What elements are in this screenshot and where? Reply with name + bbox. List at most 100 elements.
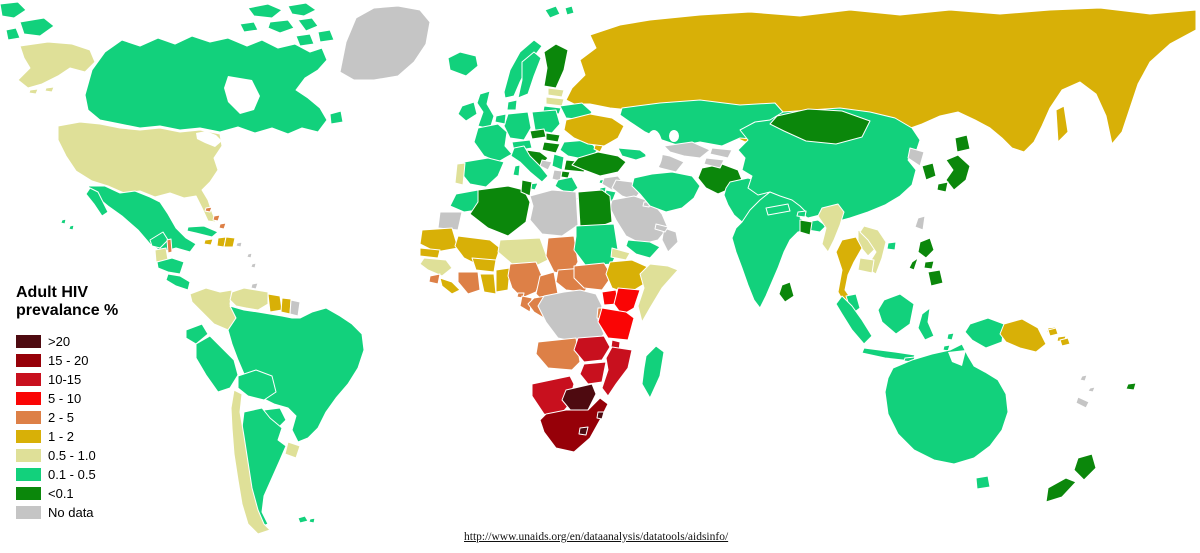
country-senegal bbox=[419, 247, 441, 259]
legend-label: >20 bbox=[48, 334, 71, 349]
country-bahamas bbox=[218, 222, 227, 230]
country-madagascar bbox=[641, 345, 665, 399]
country-philippines bbox=[927, 269, 944, 287]
country-bahamas bbox=[212, 214, 221, 222]
source-link[interactable]: http://www.unaids.org/en/dataanalysis/da… bbox=[464, 531, 729, 543]
legend-label: 2 - 5 bbox=[48, 410, 75, 425]
legend-label: 0.5 - 1.0 bbox=[48, 448, 96, 463]
country-bangladesh bbox=[799, 219, 813, 236]
country-angola bbox=[535, 337, 581, 371]
country-arctic-islands bbox=[267, 19, 295, 34]
country-honduras-nicaragua bbox=[156, 257, 185, 275]
legend-label: 5 - 10 bbox=[48, 391, 82, 406]
country-arctic-islands bbox=[297, 17, 319, 32]
country-mexico bbox=[85, 187, 109, 217]
country-canada bbox=[84, 35, 328, 135]
legend-title-line2: prevalance % bbox=[16, 302, 119, 319]
country-ethiopia bbox=[605, 259, 651, 295]
country-uk bbox=[476, 90, 495, 130]
country-arctic-islands bbox=[247, 3, 283, 19]
country-australia bbox=[884, 343, 1009, 465]
country-arctic-islands bbox=[287, 2, 317, 17]
country-aleutians bbox=[44, 86, 55, 93]
country-bering-islands bbox=[5, 27, 21, 41]
country-sri-lanka bbox=[778, 281, 795, 303]
country-new-caledonia bbox=[1075, 396, 1090, 409]
country-peru bbox=[195, 335, 239, 393]
country-arctic-islands bbox=[317, 29, 335, 43]
legend-row: 5 - 10 bbox=[16, 389, 118, 408]
country-bolivia bbox=[237, 369, 277, 401]
legend-row: 1 - 2 bbox=[16, 427, 118, 446]
country-south-korea bbox=[921, 162, 937, 181]
country-uae bbox=[654, 223, 669, 233]
country-japan bbox=[936, 181, 949, 193]
country-iran bbox=[631, 171, 701, 213]
country-bering-islands bbox=[0, 1, 27, 19]
country-philippines bbox=[917, 237, 935, 259]
country-guinea bbox=[419, 257, 453, 277]
legend-row: 15 - 20 bbox=[16, 351, 118, 370]
legend-swatch bbox=[16, 449, 41, 462]
country-latvia bbox=[545, 96, 565, 107]
country-aleutians bbox=[28, 88, 39, 95]
country-nepal bbox=[765, 203, 791, 216]
legend-swatch bbox=[16, 506, 41, 519]
country-japan bbox=[945, 154, 971, 191]
legend-label: 1 - 2 bbox=[48, 429, 75, 444]
country-jamaica bbox=[203, 238, 214, 246]
country-spain bbox=[461, 157, 505, 188]
country-swaziland bbox=[596, 411, 605, 420]
country-chile bbox=[230, 389, 271, 535]
country-turkey bbox=[571, 151, 627, 177]
legend-swatch bbox=[16, 392, 41, 405]
legend-row: 0.1 - 0.5 bbox=[16, 465, 118, 484]
country-czech bbox=[529, 128, 547, 140]
country-liberia bbox=[439, 277, 461, 295]
country-png bbox=[999, 318, 1047, 353]
country-uruguay bbox=[284, 441, 301, 459]
country-usa bbox=[57, 121, 223, 223]
country-indonesia bbox=[946, 332, 955, 341]
country-south-sudan bbox=[573, 262, 613, 291]
aral-sea bbox=[669, 130, 679, 142]
country-zimbabwe bbox=[579, 361, 607, 385]
country-zambia bbox=[573, 335, 611, 363]
country-italy bbox=[510, 145, 549, 183]
country-drc bbox=[537, 289, 605, 347]
legend-row: >20 bbox=[16, 332, 118, 351]
country-yemen bbox=[625, 239, 661, 259]
country-kyrgyzstan bbox=[709, 147, 733, 159]
country-myanmar bbox=[817, 203, 845, 253]
legend-swatch bbox=[16, 468, 41, 481]
country-sweden bbox=[517, 51, 542, 99]
country-poland bbox=[531, 109, 561, 134]
country-hawaii bbox=[60, 218, 67, 225]
legend-swatch bbox=[16, 411, 41, 424]
legend-swatch bbox=[16, 354, 41, 367]
country-hawaii bbox=[68, 224, 75, 231]
country-western-sahara bbox=[437, 211, 463, 231]
country-russia bbox=[1055, 105, 1069, 143]
country-vanuatu bbox=[1087, 386, 1096, 393]
country-ghana bbox=[479, 273, 497, 295]
legend-label: 15 - 20 bbox=[48, 353, 89, 368]
country-suriname bbox=[280, 297, 292, 315]
country-algeria bbox=[469, 185, 531, 237]
country-tanzania bbox=[597, 307, 635, 341]
country-south-africa bbox=[539, 397, 609, 453]
country-belize bbox=[166, 238, 173, 254]
legend-row: No data bbox=[16, 503, 118, 522]
country-puerto-rico bbox=[235, 241, 243, 248]
country-cote-divoire bbox=[457, 271, 481, 295]
legend-swatch bbox=[16, 335, 41, 348]
legend-label: <0.1 bbox=[48, 486, 74, 501]
country-venezuela bbox=[229, 287, 269, 311]
country-greenland bbox=[339, 5, 431, 81]
country-arctic-islands bbox=[295, 33, 315, 47]
country-germany bbox=[503, 111, 532, 141]
country-macedonia bbox=[560, 170, 571, 179]
country-finland bbox=[543, 43, 569, 89]
country-indonesia bbox=[917, 307, 935, 341]
country-burkina-faso bbox=[471, 257, 497, 273]
